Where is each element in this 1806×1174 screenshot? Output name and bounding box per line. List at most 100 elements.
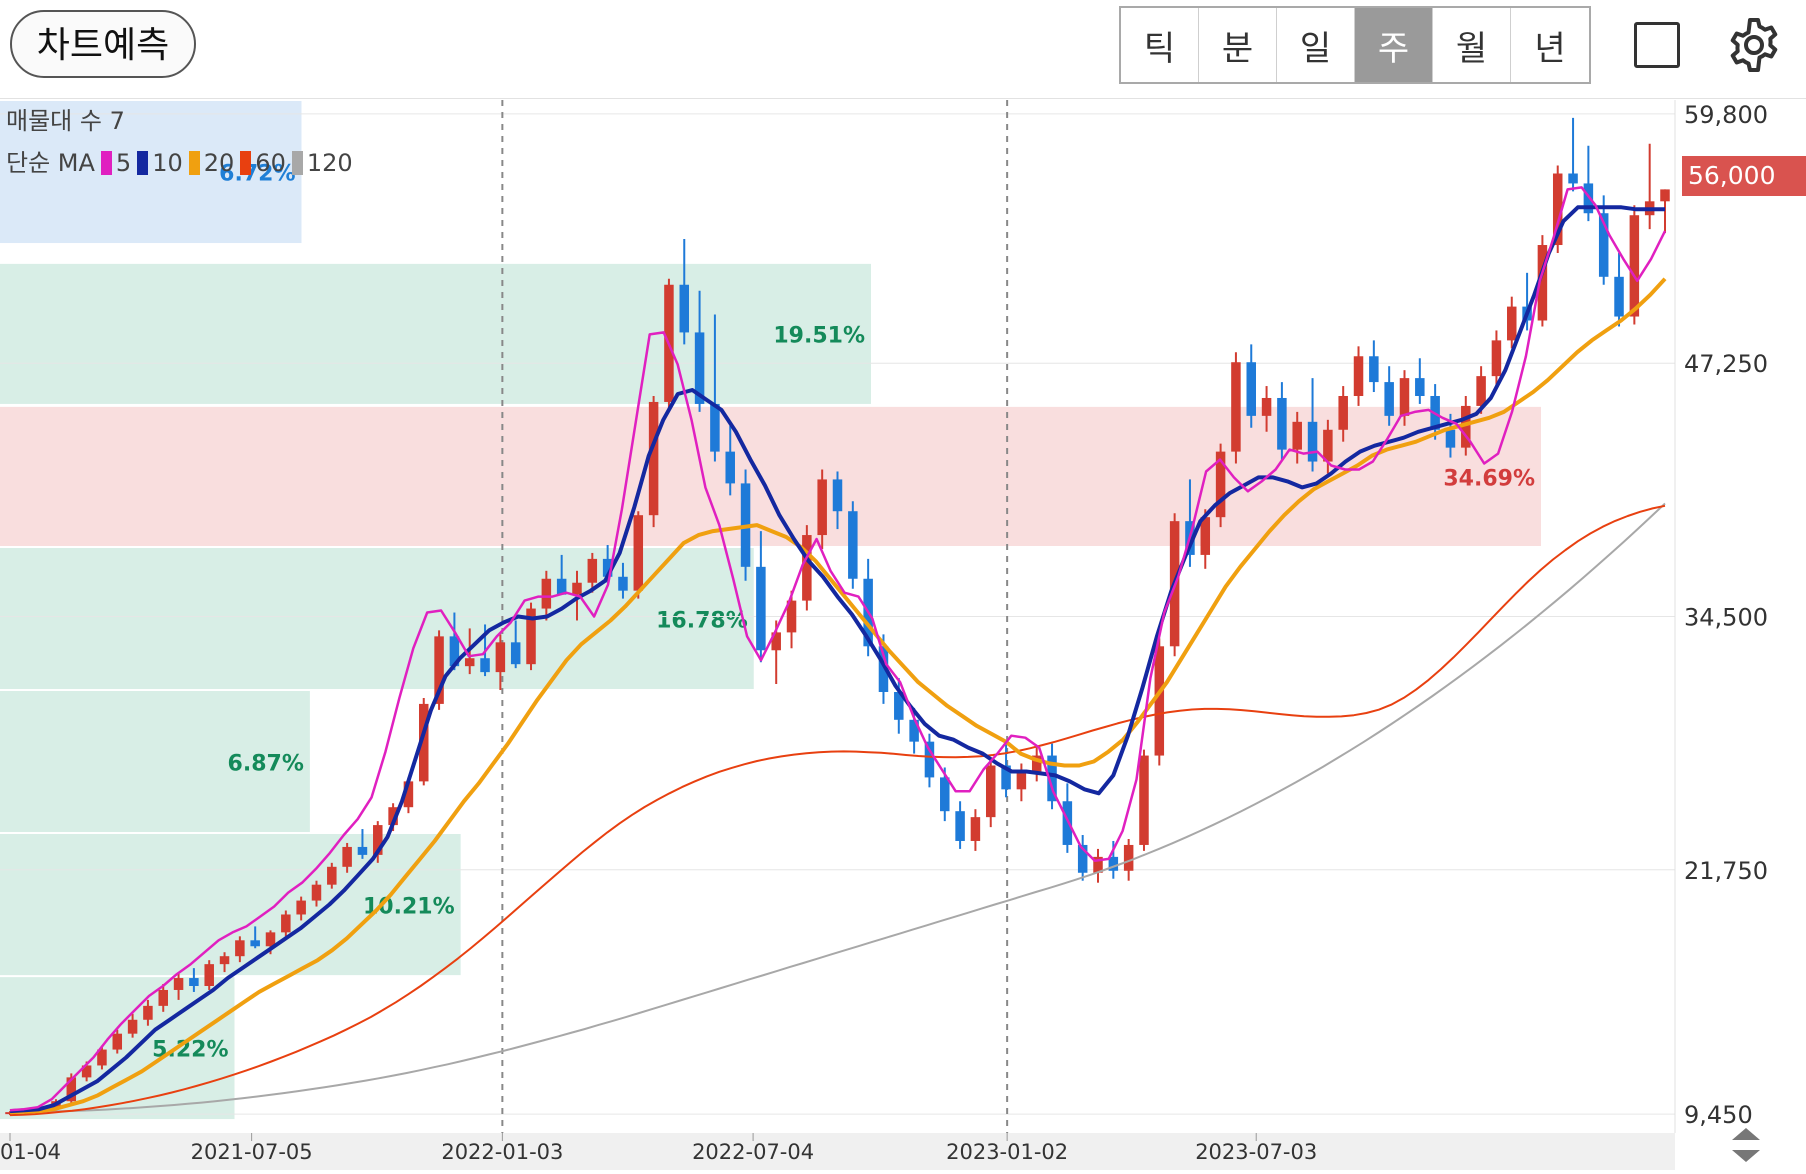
x-tick-label: 2022-01-03 bbox=[441, 1140, 563, 1164]
candle-body bbox=[1537, 245, 1548, 321]
candle-body bbox=[1415, 378, 1425, 396]
candle-body bbox=[587, 558, 598, 583]
candle-body bbox=[1476, 376, 1486, 406]
ma10-swatch bbox=[137, 151, 149, 175]
candle-body bbox=[878, 646, 889, 692]
ma120-line bbox=[9, 502, 1666, 1114]
volume-zone-label: 19.51% bbox=[773, 323, 865, 348]
ma10-line bbox=[9, 205, 1665, 1114]
volume-zone bbox=[0, 262, 871, 404]
gear-icon[interactable] bbox=[1725, 16, 1783, 74]
period-tabs: 틱 분 일 주 월 년 bbox=[1119, 6, 1591, 84]
price-chart[interactable]: 6.72% 19.51% 34.69% 16.78% 6.87% 10.21% 5.22% 5… bbox=[0, 99, 1806, 1170]
candle-body bbox=[143, 1005, 153, 1020]
candle-body bbox=[281, 914, 291, 933]
candle-body bbox=[1047, 755, 1057, 802]
candle-body bbox=[403, 781, 414, 808]
candle-body bbox=[970, 817, 981, 841]
candle-body bbox=[66, 1077, 77, 1102]
ma60-swatch bbox=[240, 151, 252, 175]
candle-body bbox=[1154, 646, 1165, 756]
candle-body bbox=[756, 566, 766, 651]
candle-body bbox=[786, 600, 797, 633]
candle-body bbox=[510, 642, 521, 665]
candle-body bbox=[235, 940, 245, 957]
candle-body bbox=[173, 978, 184, 990]
y-tick-label: 47,250 bbox=[1684, 350, 1768, 378]
candle-body bbox=[1307, 421, 1318, 462]
chart-predict-button[interactable]: 차트예측 bbox=[10, 10, 196, 78]
candle-body bbox=[81, 1065, 92, 1078]
volume-zone bbox=[0, 546, 754, 691]
candle-body bbox=[1200, 517, 1211, 555]
ma60-label: 60 bbox=[255, 149, 286, 177]
candle-body bbox=[1660, 189, 1670, 202]
y-tick-label: 21,750 bbox=[1684, 857, 1768, 885]
candle-body bbox=[1323, 429, 1333, 462]
candle-body bbox=[1461, 405, 1471, 448]
candle-body bbox=[112, 1033, 123, 1050]
ma60-line bbox=[9, 504, 1666, 1117]
tab-year[interactable]: 년 bbox=[1534, 28, 1566, 69]
candle-body bbox=[1292, 421, 1302, 450]
candle-body bbox=[189, 978, 199, 986]
candle-body bbox=[1384, 382, 1394, 416]
volume-zone-label: 6.72% bbox=[219, 162, 295, 187]
candle-body bbox=[1001, 765, 1011, 790]
tab-day[interactable]: 일 bbox=[1277, 8, 1355, 82]
x-tick-label: 01-04 bbox=[0, 1140, 61, 1164]
volume-zone-label: 16.78% bbox=[656, 608, 748, 633]
candle-body bbox=[464, 658, 475, 667]
candle-body bbox=[572, 582, 582, 595]
candle-body bbox=[311, 884, 322, 901]
candle-body bbox=[526, 608, 536, 665]
y-tick-label: 59,800 bbox=[1684, 101, 1768, 129]
candlestick-chart-svg[interactable]: 6.72%19.51%34.69%16.78%6.87%10.21%5.22%5… bbox=[0, 99, 1806, 1170]
tab-month[interactable]: 월 bbox=[1433, 8, 1511, 82]
tab-minute[interactable]: 분 bbox=[1199, 8, 1277, 82]
candle-body bbox=[633, 515, 644, 591]
candle-body bbox=[679, 284, 690, 333]
candle-body bbox=[1552, 173, 1563, 246]
candle-body bbox=[985, 765, 996, 818]
candle-body bbox=[1507, 306, 1517, 341]
square-outline-icon[interactable] bbox=[1634, 22, 1680, 68]
x-tick-label: 2023-07-03 bbox=[1195, 1140, 1317, 1164]
candle-body bbox=[848, 511, 858, 579]
candle-body bbox=[127, 1019, 138, 1034]
candle-body bbox=[1231, 362, 1241, 452]
tab-week[interactable]: 주 bbox=[1355, 8, 1433, 82]
ma-prefix: 단순 MA bbox=[6, 149, 95, 177]
candle-body bbox=[541, 578, 552, 609]
candle-body bbox=[832, 479, 843, 512]
candle-body bbox=[1016, 771, 1027, 790]
candle-body bbox=[955, 811, 965, 841]
candle-body bbox=[158, 989, 168, 1006]
tab-tick[interactable]: 틱 bbox=[1121, 8, 1199, 82]
candle-body bbox=[1491, 340, 1502, 377]
x-tick-label: 2022-07-04 bbox=[692, 1140, 814, 1164]
x-tick-label: 2023-01-02 bbox=[946, 1140, 1068, 1164]
candle-body bbox=[894, 691, 904, 720]
candle-body bbox=[1629, 215, 1640, 317]
candle-body bbox=[1062, 801, 1073, 845]
candle-body bbox=[802, 535, 812, 601]
candle-body bbox=[648, 401, 659, 516]
ma120-label: 120 bbox=[306, 149, 353, 177]
candle-body bbox=[1598, 213, 1609, 277]
candle-body bbox=[1583, 183, 1594, 214]
candle-body bbox=[434, 636, 444, 704]
top-toolbar: 차트예측 틱 분 일 주 월 년 bbox=[0, 0, 1806, 99]
volume-zone bbox=[0, 690, 310, 834]
volume-profile-label: 매물대 수 7 bbox=[6, 107, 125, 135]
candle-body bbox=[1077, 844, 1088, 873]
candle-body bbox=[909, 719, 919, 742]
candle-body bbox=[817, 479, 827, 536]
candle-body bbox=[1031, 755, 1042, 772]
candle-body bbox=[618, 576, 628, 591]
candle-body bbox=[1445, 429, 1456, 448]
ma20-swatch bbox=[188, 151, 200, 175]
ma-legend-row: 단순 MA 5 10 20 60 120 bbox=[6, 142, 353, 184]
candle-body bbox=[296, 900, 306, 915]
candle-body bbox=[602, 558, 613, 577]
